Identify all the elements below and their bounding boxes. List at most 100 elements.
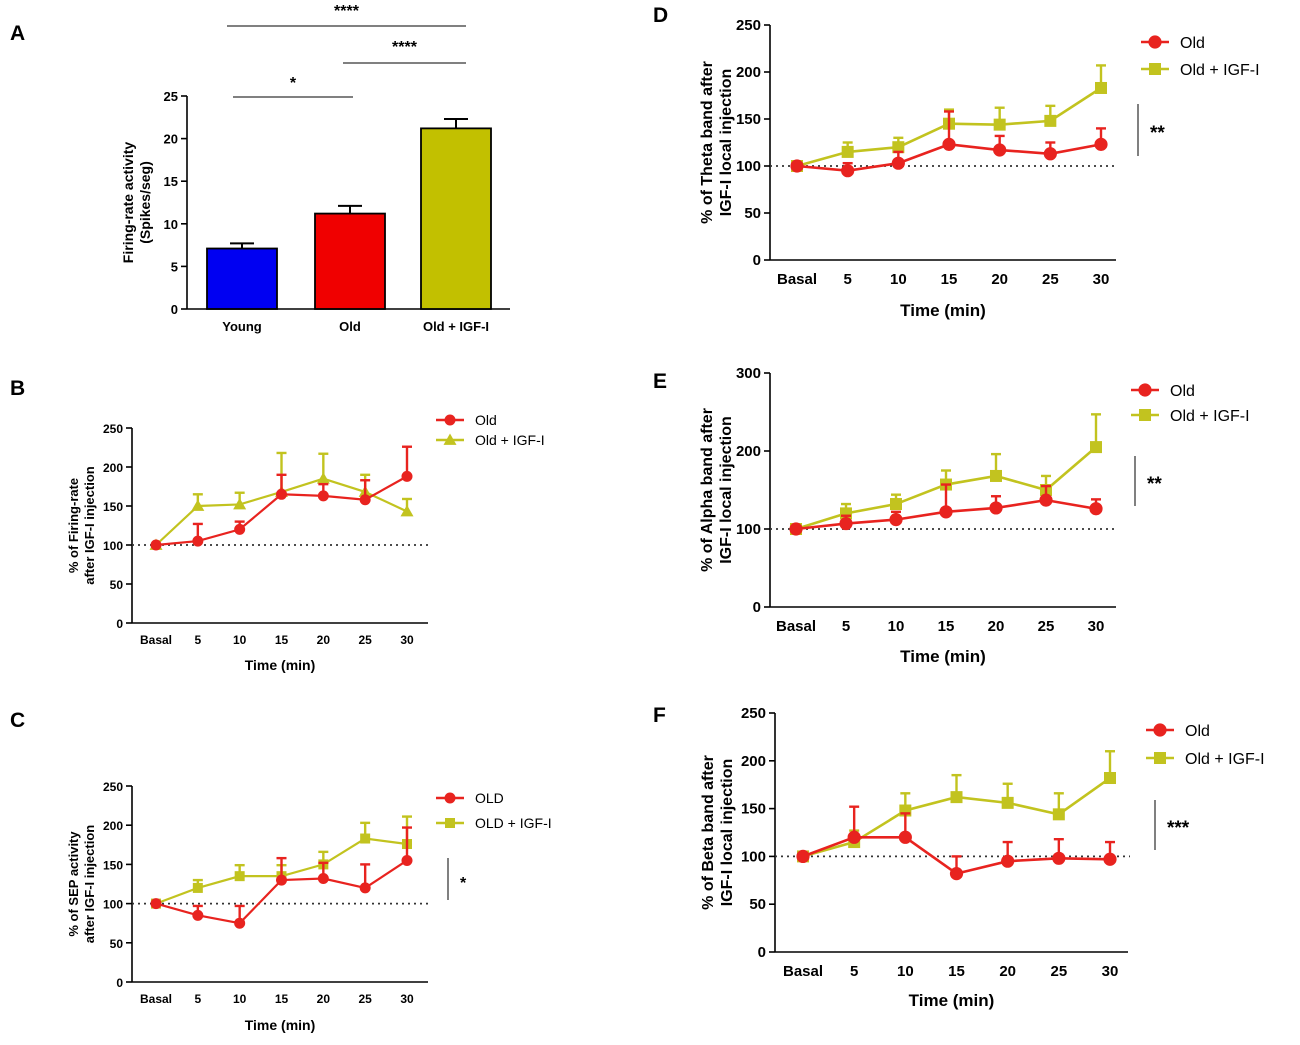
- y-tick-label: 0: [171, 302, 178, 317]
- x-tick-label: 30: [1093, 271, 1110, 288]
- data-point: [1043, 147, 1057, 161]
- data-point: [360, 833, 371, 844]
- data-point: [891, 156, 905, 170]
- data-point: [1052, 851, 1066, 865]
- legend-label: Old + IGF-I: [1170, 408, 1250, 425]
- data-point: [790, 159, 804, 173]
- panel-d-theta-band-chart: D 0 50 100 150 200 250 % of Theta band after IGF…: [653, 4, 1260, 320]
- y-axis-label-line: Firing-rate activity: [120, 142, 136, 264]
- y-axis-label-line: % of Firing-rate: [66, 478, 81, 573]
- y-axis-label-line: IGF-I local injection: [718, 416, 735, 564]
- x-tick-label: 15: [275, 633, 289, 647]
- x-tick-label: 25: [358, 633, 372, 647]
- data-point: [192, 909, 204, 921]
- data-point: [1044, 114, 1057, 127]
- panel-c-sep-activity-chart: C 0 50 100 150 200 250 % of SEP activityafter I…: [10, 709, 552, 1033]
- legend-label: OLD: [475, 790, 504, 806]
- y-tick-label: 200: [103, 819, 123, 833]
- data-point: [1149, 63, 1161, 75]
- data-point: [234, 871, 245, 882]
- x-tick-label: 30: [1088, 618, 1105, 635]
- data-point: [444, 414, 456, 426]
- data-point: [192, 535, 204, 547]
- legend-label: Old + IGF-I: [1185, 751, 1265, 768]
- x-tick-label: 25: [358, 992, 372, 1006]
- significance-label: **: [1150, 123, 1165, 144]
- bar: [420, 127, 492, 310]
- y-tick-label: 250: [741, 705, 766, 722]
- data-point: [150, 539, 162, 551]
- y-tick-label: 250: [103, 422, 123, 436]
- x-tick-label: 15: [275, 992, 289, 1006]
- y-tick-label: 50: [744, 205, 761, 222]
- data-point: [993, 118, 1006, 131]
- data-point: [993, 143, 1007, 157]
- data-point: [1090, 441, 1102, 454]
- data-point: [939, 505, 953, 519]
- x-tick-label: 20: [988, 618, 1005, 635]
- y-tick-label: 0: [753, 252, 761, 269]
- data-point: [889, 513, 903, 527]
- x-tick-label: 5: [850, 963, 858, 980]
- data-point: [276, 488, 287, 500]
- data-point: [1001, 796, 1014, 809]
- bar: [314, 212, 386, 310]
- data-point: [233, 497, 247, 510]
- y-tick-label: 150: [736, 111, 761, 128]
- x-tick-label: 20: [317, 992, 331, 1006]
- data-point: [192, 882, 203, 893]
- x-axis-label: Time (min): [245, 1017, 316, 1033]
- legend-label: Old + IGF-I: [1180, 62, 1260, 79]
- panel-label: A: [10, 22, 25, 45]
- y-tick-label: 100: [736, 521, 761, 538]
- x-axis-label: Time (min): [900, 647, 986, 666]
- data-point: [1095, 81, 1107, 94]
- x-tick-label: Basal: [783, 963, 823, 980]
- panel-label: C: [10, 709, 25, 732]
- data-point: [1039, 493, 1053, 507]
- y-axis-label: % of Beta band after IGF-I local injectio…: [700, 755, 736, 910]
- data-point: [892, 141, 905, 154]
- x-axis-label: Time (min): [909, 991, 995, 1010]
- x-axis-label: Time (min): [900, 301, 986, 320]
- panel-f-beta-band-chart: F 0 50 100 150 200 250 % of Beta band after IGF-…: [653, 704, 1265, 1010]
- y-tick-label: 50: [110, 578, 124, 592]
- x-tick-label: 10: [233, 633, 247, 647]
- x-axis-label: Time (min): [245, 657, 316, 673]
- significance-label: ****: [392, 39, 418, 56]
- x-tick-label: 5: [843, 271, 851, 288]
- y-tick-label: 250: [736, 17, 761, 34]
- y-tick-label: 5: [171, 259, 178, 274]
- data-point: [234, 523, 246, 535]
- legend-label: Old: [475, 412, 497, 428]
- data-point: [359, 882, 371, 894]
- y-tick-label: 300: [736, 365, 761, 382]
- data-point: [401, 470, 413, 482]
- data-point: [950, 791, 963, 804]
- panel-e-alpha-band-chart: E 0 100 200 300 % of Alpha band after IGF-I lo…: [653, 365, 1250, 666]
- data-point: [1104, 772, 1116, 785]
- data-point: [234, 917, 246, 929]
- x-tick-label: 30: [1102, 963, 1119, 980]
- x-tick-label: 5: [194, 633, 201, 647]
- y-axis-label: % of Theta band after IGF-I local injecti…: [699, 61, 735, 224]
- legend-label: Old: [1180, 35, 1205, 52]
- y-tick-label: 150: [741, 801, 766, 818]
- significance-label: *: [460, 875, 467, 892]
- y-tick-label: 15: [164, 174, 178, 189]
- y-tick-label: 20: [164, 132, 178, 147]
- y-axis-label-line: % of Alpha band after: [699, 408, 716, 572]
- y-tick-label: 10: [164, 217, 178, 232]
- panel-label: B: [10, 377, 25, 400]
- y-tick-label: 100: [736, 158, 761, 175]
- x-tick-label: 25: [1038, 618, 1055, 635]
- y-axis-label-line: after IGF-I injection: [82, 825, 97, 944]
- y-axis-label-line: IGF-I local injection: [719, 759, 736, 907]
- y-tick-label: 200: [736, 443, 761, 460]
- data-point: [443, 433, 457, 445]
- bar: [206, 247, 278, 310]
- data-point: [444, 792, 456, 804]
- data-point: [1094, 137, 1108, 151]
- data-point: [1089, 502, 1103, 516]
